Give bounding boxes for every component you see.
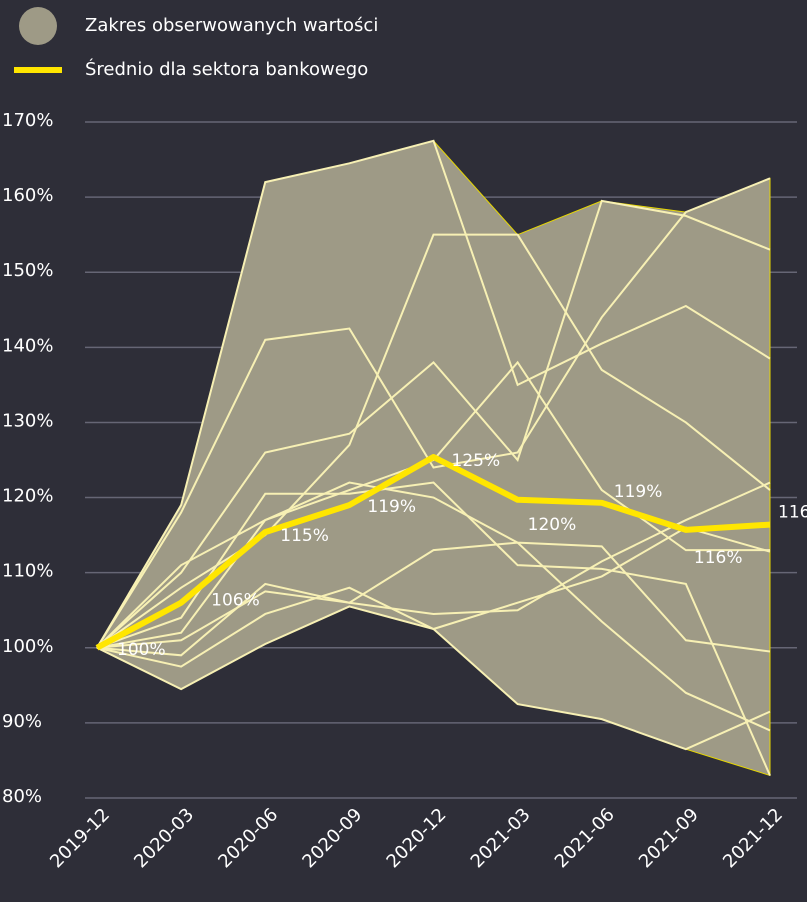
y-tick-label: 120% [2, 486, 53, 507]
y-tick-label: 170% [2, 110, 53, 131]
y-tick-label: 140% [2, 335, 53, 356]
x-tick-label: 2021-09 [635, 804, 703, 872]
x-tick-label: 2021-06 [551, 804, 619, 872]
bank-line [96, 541, 771, 732]
data-label: 116% [778, 503, 807, 523]
y-tick-label: 110% [2, 561, 53, 582]
x-tick-label: 2020-03 [130, 804, 198, 872]
bank-line [96, 139, 771, 649]
bank-line [96, 605, 771, 751]
y-tick-label: 100% [2, 636, 53, 657]
y-tick-label: 160% [2, 185, 53, 206]
y-tick-label: 130% [2, 410, 53, 431]
data-label: 120% [528, 515, 577, 535]
data-label: 115% [280, 526, 329, 546]
bank-line [96, 481, 771, 657]
legend-label: Zakres obserwowanych wartości [85, 15, 378, 36]
average-line [95, 453, 771, 651]
bank-line [96, 481, 771, 653]
y-tick-label: 150% [2, 260, 53, 281]
bank-line [96, 199, 771, 649]
y-tick-label: 90% [2, 711, 42, 732]
data-label: 125% [452, 451, 501, 471]
x-tick-label: 2020-09 [298, 804, 366, 872]
data-label: 119% [614, 482, 663, 502]
y-tick-label: 80% [2, 786, 42, 807]
x-tick-label: 2021-03 [467, 804, 535, 872]
x-tick-label: 2019-12 [46, 804, 114, 872]
data-label: 100% [117, 640, 166, 660]
legend-label: Średnio dla sektora bankowego [85, 58, 368, 80]
legend-swatch-range [19, 7, 57, 45]
x-tick-label: 2020-06 [214, 804, 282, 872]
bank-line [96, 177, 771, 649]
data-label: 106% [211, 591, 260, 611]
x-tick-label: 2020-12 [383, 804, 451, 872]
bank-line [96, 233, 771, 649]
data-label: 119% [367, 497, 416, 517]
data-label: 116% [694, 548, 743, 568]
x-tick-label: 2021-12 [719, 804, 787, 872]
